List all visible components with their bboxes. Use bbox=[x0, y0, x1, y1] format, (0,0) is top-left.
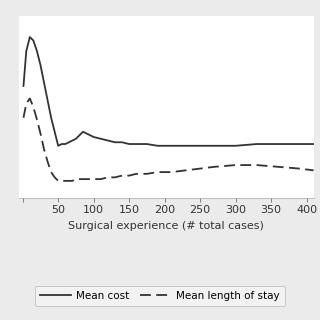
Legend: Mean cost, Mean length of stay: Mean cost, Mean length of stay bbox=[35, 286, 285, 306]
X-axis label: Surgical experience (# total cases): Surgical experience (# total cases) bbox=[68, 221, 264, 231]
